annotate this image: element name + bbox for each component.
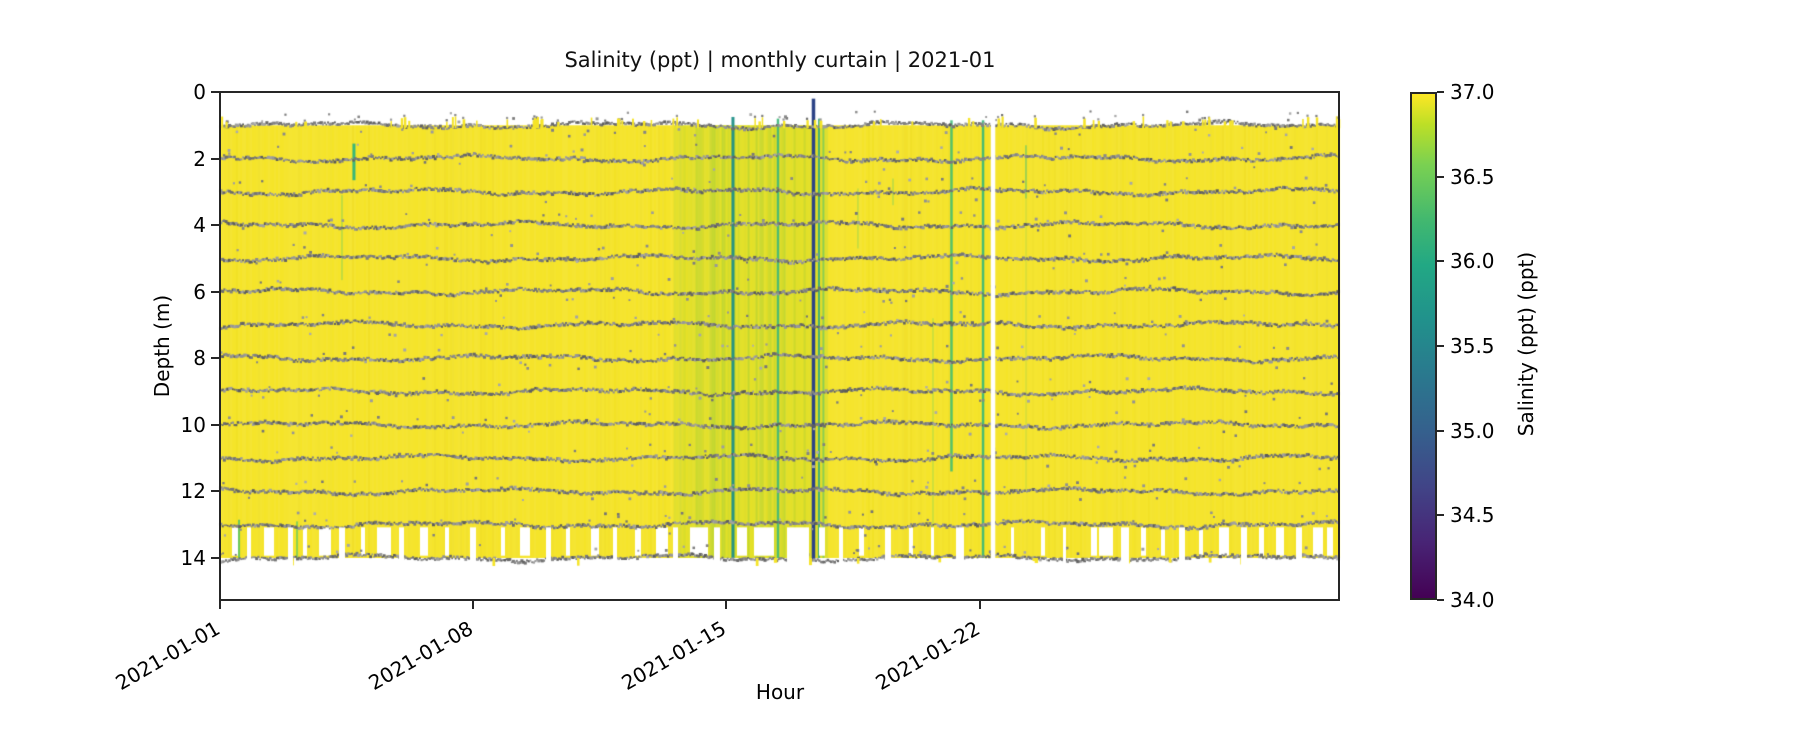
y-tick-label: 10 [180,412,206,437]
x-tick-mark [219,601,221,609]
y-axis-label: Depth (m) [150,294,174,398]
x-tick-mark [725,601,728,609]
colorbar-tick-mark [1437,260,1444,263]
y-tick-mark [211,91,219,93]
y-tick-mark [211,557,219,559]
y-tick-label: 14 [180,546,206,570]
y-tick-label: 2 [193,146,206,171]
x-tick-label: 2021-01-15 [618,616,834,695]
x-axis-label: Hour [755,680,805,704]
y-tick-mark [211,224,219,227]
x-tick-label: 2021-01-01 [111,616,328,695]
colorbar-tick-label: 36.5 [1450,164,1495,189]
y-tick-mark [211,357,219,360]
x-tick-mark [472,601,475,609]
colorbar-tick-label: 36.0 [1450,249,1495,274]
y-tick-label: 0 [193,80,206,104]
colorbar-tick-label: 34.5 [1450,503,1495,528]
chart-title: Salinity (ppt) | monthly curtain | 2021-… [564,48,996,72]
y-tick-mark [211,157,219,160]
y-tick-label: 12 [180,479,206,504]
x-tick-mark [978,601,981,609]
colorbar-tick-label: 34.0 [1450,588,1495,612]
colorbar-tick-mark [1437,514,1444,517]
colorbar-tick-label: 35.0 [1450,418,1495,443]
y-tick-label: 4 [193,213,206,238]
colorbar-tick-mark [1437,429,1444,432]
y-tick-mark [211,290,219,293]
x-tick-label: 2021-01-08 [365,616,581,695]
y-tick-mark [211,490,219,493]
colorbar [1410,92,1437,600]
colorbar-tick-label: 35.5 [1450,334,1495,358]
colorbar-tick-mark [1437,599,1444,601]
y-tick-mark [211,423,219,426]
y-tick-label: 8 [193,346,206,371]
colorbar-tick-mark [1437,91,1444,93]
colorbar-tick-mark [1437,345,1444,347]
colorbar-tick-label: 37.0 [1450,80,1495,104]
colorbar-label: Salinity (ppt) (ppt) [1514,251,1538,437]
colorbar-tick-mark [1437,175,1444,178]
x-tick-label: 2021-01-22 [871,616,1088,695]
y-tick-label: 6 [193,279,206,304]
